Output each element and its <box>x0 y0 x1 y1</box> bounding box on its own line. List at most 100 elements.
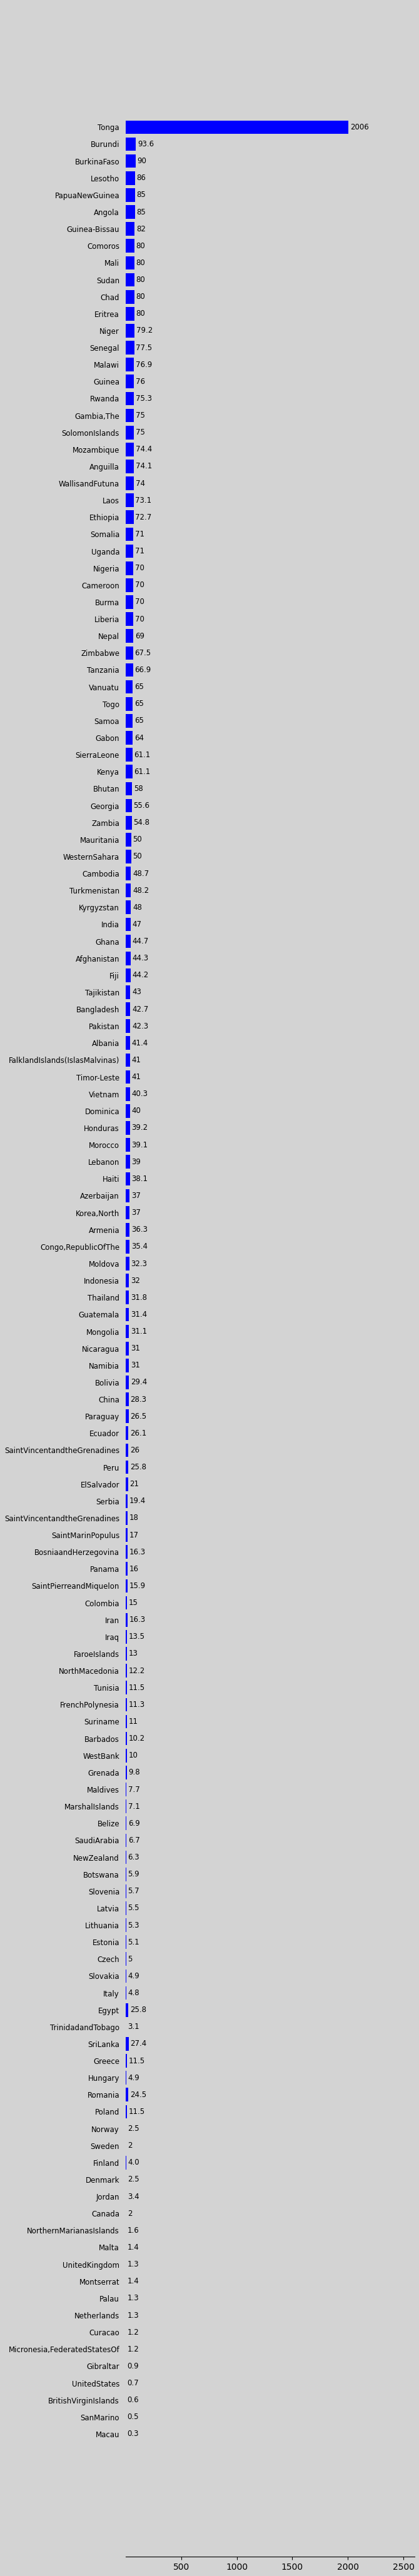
Text: 11.3: 11.3 <box>129 1700 145 1708</box>
Text: 1.2: 1.2 <box>127 2344 139 2354</box>
Bar <box>126 1154 130 1170</box>
Text: 50: 50 <box>133 853 142 860</box>
Bar <box>126 1324 129 1340</box>
Text: 75: 75 <box>136 412 145 420</box>
Bar <box>126 817 132 829</box>
Bar <box>126 562 133 574</box>
Text: 2: 2 <box>127 2141 132 2151</box>
Bar <box>126 1139 130 1151</box>
Bar <box>126 2089 128 2102</box>
Bar <box>126 1613 127 1625</box>
Text: 50: 50 <box>133 835 142 842</box>
Text: 73.1: 73.1 <box>135 497 152 505</box>
Text: 0.5: 0.5 <box>127 2414 139 2421</box>
Text: 31: 31 <box>131 1345 140 1352</box>
Text: 77.5: 77.5 <box>136 343 152 353</box>
Bar <box>126 680 133 693</box>
Bar <box>126 1069 130 1084</box>
Text: 80: 80 <box>136 276 145 283</box>
Bar <box>126 747 132 762</box>
Bar <box>126 595 133 608</box>
Bar <box>126 935 131 948</box>
Bar <box>126 2004 129 2017</box>
Text: 47: 47 <box>132 920 142 927</box>
Text: 90: 90 <box>137 157 147 165</box>
Text: 25.8: 25.8 <box>130 2007 146 2014</box>
Text: 21: 21 <box>129 1481 139 1489</box>
Text: 65: 65 <box>134 701 144 708</box>
Text: 40.3: 40.3 <box>132 1090 148 1097</box>
Text: 39: 39 <box>132 1157 141 1167</box>
Text: 40: 40 <box>132 1108 141 1115</box>
Text: 69: 69 <box>135 631 144 639</box>
Bar <box>126 1376 129 1388</box>
Text: 4.9: 4.9 <box>128 1973 140 1981</box>
Bar <box>126 425 134 440</box>
Text: 26: 26 <box>130 1445 140 1455</box>
Bar <box>126 137 136 152</box>
Bar <box>126 1698 127 1710</box>
Text: 80: 80 <box>136 258 145 268</box>
Bar <box>126 1036 130 1051</box>
Text: 0.7: 0.7 <box>127 2380 139 2388</box>
Text: 64: 64 <box>134 734 144 742</box>
Bar <box>126 273 134 286</box>
Bar <box>126 662 133 677</box>
Bar <box>126 170 135 185</box>
Bar <box>126 1682 127 1695</box>
Bar <box>126 832 131 848</box>
Text: 39.2: 39.2 <box>132 1123 148 1131</box>
Text: 17: 17 <box>129 1530 139 1538</box>
Bar <box>126 188 135 201</box>
Bar <box>126 1291 129 1303</box>
Text: 44.7: 44.7 <box>132 938 149 945</box>
Bar <box>126 340 134 355</box>
Text: 11.5: 11.5 <box>129 1685 145 1692</box>
Bar <box>126 222 134 237</box>
Bar <box>126 1224 129 1236</box>
Text: 76.9: 76.9 <box>136 361 152 368</box>
Bar <box>126 1494 128 1507</box>
Bar <box>126 1579 127 1592</box>
Bar <box>126 917 131 930</box>
Text: 70: 70 <box>135 582 144 590</box>
Bar <box>126 866 131 881</box>
Text: 61.1: 61.1 <box>134 768 150 775</box>
Text: 93.6: 93.6 <box>138 139 154 149</box>
Bar <box>126 495 134 507</box>
Text: 80: 80 <box>136 309 145 317</box>
Bar <box>126 1816 127 1829</box>
Text: 6.9: 6.9 <box>128 1819 140 1826</box>
Text: 27.4: 27.4 <box>130 2040 147 2048</box>
Text: 31.1: 31.1 <box>131 1327 147 1334</box>
Text: 48: 48 <box>132 904 142 912</box>
Bar <box>126 1190 130 1203</box>
Text: 75: 75 <box>136 428 145 435</box>
Bar <box>126 2038 129 2050</box>
Text: 10: 10 <box>128 1752 138 1759</box>
Bar <box>126 799 132 811</box>
Text: 9.8: 9.8 <box>128 1770 140 1777</box>
Text: 32.3: 32.3 <box>131 1260 147 1267</box>
Bar <box>126 1358 129 1373</box>
Text: 4.0: 4.0 <box>128 2159 140 2166</box>
Text: 42.7: 42.7 <box>132 1005 148 1012</box>
Text: 65: 65 <box>134 683 144 690</box>
Bar <box>126 358 134 371</box>
Bar <box>126 1461 129 1473</box>
Text: 31.8: 31.8 <box>131 1293 147 1301</box>
Text: 66.9: 66.9 <box>134 665 151 675</box>
Text: 74: 74 <box>135 479 145 487</box>
Text: 2.5: 2.5 <box>127 2125 139 2133</box>
Bar <box>126 1273 129 1288</box>
Bar <box>126 647 133 659</box>
Bar <box>126 850 131 863</box>
Bar <box>126 1172 130 1185</box>
Text: 79.2: 79.2 <box>136 327 153 335</box>
Text: 4.9: 4.9 <box>128 2074 140 2081</box>
Text: 0.3: 0.3 <box>127 2429 139 2437</box>
Bar <box>126 1002 130 1015</box>
Text: 54.8: 54.8 <box>133 819 150 827</box>
Text: 55.6: 55.6 <box>133 801 150 809</box>
Bar <box>126 510 134 523</box>
